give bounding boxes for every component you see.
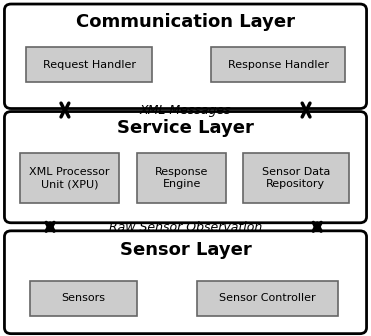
FancyBboxPatch shape bbox=[20, 153, 119, 203]
Text: Sensor Data
Repository: Sensor Data Repository bbox=[262, 167, 330, 189]
Text: Sensor Layer: Sensor Layer bbox=[119, 241, 252, 259]
FancyBboxPatch shape bbox=[26, 47, 152, 82]
FancyBboxPatch shape bbox=[4, 4, 367, 109]
Text: Service Layer: Service Layer bbox=[117, 119, 254, 137]
Text: Response
Engine: Response Engine bbox=[155, 167, 209, 189]
Text: XML Messages: XML Messages bbox=[140, 104, 231, 117]
FancyBboxPatch shape bbox=[137, 153, 226, 203]
FancyBboxPatch shape bbox=[4, 112, 367, 223]
Text: Request Handler: Request Handler bbox=[43, 60, 135, 70]
Text: Sensors: Sensors bbox=[62, 293, 105, 303]
FancyBboxPatch shape bbox=[243, 153, 349, 203]
FancyBboxPatch shape bbox=[197, 281, 338, 316]
Text: Sensor Controller: Sensor Controller bbox=[219, 293, 315, 303]
Text: Communication Layer: Communication Layer bbox=[76, 13, 295, 31]
FancyBboxPatch shape bbox=[4, 231, 367, 334]
FancyBboxPatch shape bbox=[211, 47, 345, 82]
FancyBboxPatch shape bbox=[30, 281, 137, 316]
Text: XML Processor
Unit (XPU): XML Processor Unit (XPU) bbox=[29, 167, 110, 189]
Text: Raw Sensor Observation: Raw Sensor Observation bbox=[109, 221, 262, 234]
Text: Response Handler: Response Handler bbox=[228, 60, 329, 70]
